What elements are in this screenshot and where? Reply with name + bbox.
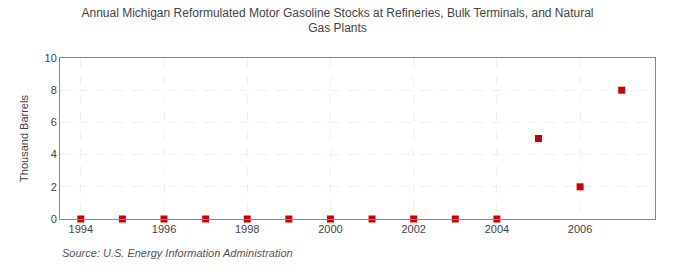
svg-text:10: 10 — [45, 52, 57, 64]
svg-text:Annual Michigan Reformulated M: Annual Michigan Reformulated Motor Gasol… — [81, 6, 593, 36]
svg-text:2000: 2000 — [318, 223, 342, 235]
svg-text:6: 6 — [51, 116, 57, 128]
svg-text:1994: 1994 — [69, 223, 93, 235]
svg-text:4: 4 — [51, 148, 57, 160]
svg-text:2002: 2002 — [401, 223, 425, 235]
svg-text:Thousand Barrels: Thousand Barrels — [18, 95, 30, 182]
svg-text:2004: 2004 — [485, 223, 509, 235]
svg-text:2: 2 — [51, 181, 57, 193]
svg-text:Source: U.S. Energy Informatio: Source: U.S. Energy Information Administ… — [62, 247, 293, 259]
svg-text:0: 0 — [51, 213, 57, 225]
svg-text:2006: 2006 — [568, 223, 592, 235]
svg-text:8: 8 — [51, 84, 57, 96]
svg-text:1998: 1998 — [235, 223, 259, 235]
svg-text:1996: 1996 — [152, 223, 176, 235]
